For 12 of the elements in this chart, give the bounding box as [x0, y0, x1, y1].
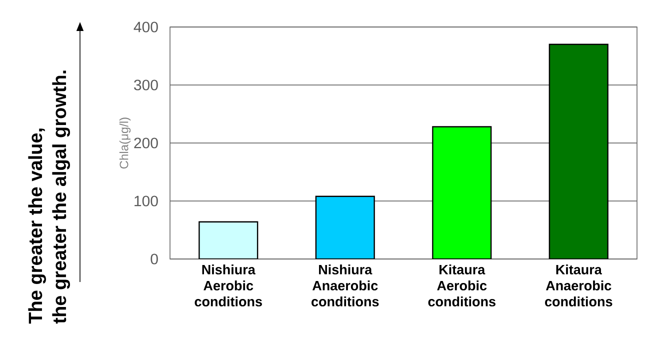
y-tick-label: 0 [150, 254, 158, 264]
y-tick-label: 300 [134, 80, 158, 90]
x-tick-label: Nishiura Anaerobic conditions [312, 264, 379, 306]
y-tick-label: 200 [134, 138, 158, 148]
x-tick-label: Kitaura Anaerobic conditions [545, 264, 612, 306]
y-tick-label: 100 [134, 196, 158, 206]
x-tick-label: Kitaura Aerobic conditions [428, 264, 496, 306]
x-tick-label: Nishiura Aerobic conditions [194, 264, 262, 306]
y-tick-label: 400 [134, 22, 158, 32]
y-axis-title: Chla(μg/l) [119, 118, 131, 169]
text: The greater the value, [28, 128, 46, 324]
text: the greater the algal growth. [52, 70, 70, 324]
